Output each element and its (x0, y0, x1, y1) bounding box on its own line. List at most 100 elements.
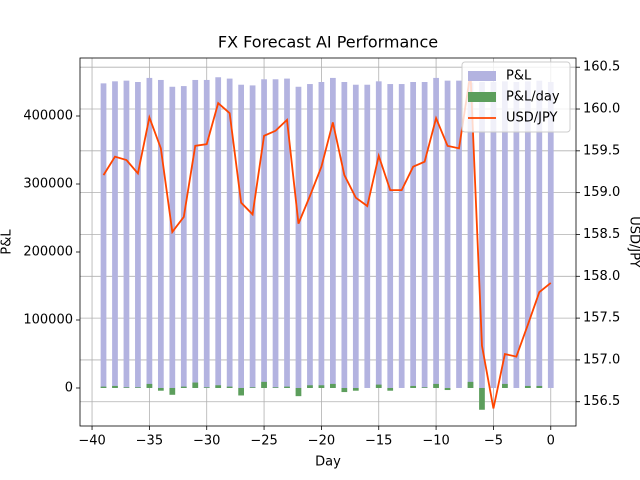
y2-tick-label: 159.0 (583, 185, 620, 200)
bar (352, 84, 359, 388)
bar (215, 385, 222, 388)
y2-tick-label: 158.5 (583, 227, 620, 242)
bar (249, 387, 256, 388)
bar (180, 386, 187, 388)
bar (433, 77, 439, 388)
plot-frame (79, 57, 577, 427)
bar (123, 80, 130, 388)
bar (341, 387, 348, 393)
bar (307, 84, 313, 388)
bar (123, 387, 130, 388)
bar (180, 86, 187, 388)
y-axis-label: P&L (0, 229, 15, 255)
bar (215, 77, 222, 388)
bar (157, 79, 164, 388)
bar (444, 80, 451, 388)
bar (261, 79, 267, 388)
bar (467, 82, 474, 388)
bar (375, 384, 382, 388)
y-tick-label: 0 (65, 380, 73, 395)
bar (307, 385, 313, 388)
bar (284, 78, 290, 388)
bar (169, 86, 176, 388)
x-tick-label: 0 (547, 434, 555, 449)
legend-label: USD/JPY (506, 111, 558, 126)
bar (398, 84, 405, 388)
bar (203, 79, 210, 388)
y-tick-label: 300000 (23, 176, 73, 191)
y2-tick-label: 160.5 (583, 60, 620, 75)
bar (226, 386, 233, 388)
bar (135, 82, 141, 388)
y2-tick-label: 157.0 (583, 352, 620, 367)
bar (375, 81, 382, 388)
bar (238, 84, 244, 388)
bar (192, 79, 199, 388)
bar (513, 82, 520, 388)
bar (112, 385, 118, 388)
bar (157, 387, 164, 391)
bar (479, 387, 485, 410)
chart-title: FX Forecast AI Performance (218, 33, 438, 52)
x-tick-label: −15 (365, 434, 392, 449)
y-tick-label: 400000 (23, 109, 73, 124)
bar (524, 81, 531, 388)
y-tick-label: 200000 (23, 244, 73, 259)
bar (146, 383, 153, 388)
bar (444, 387, 451, 391)
x-tick-label: −5 (484, 434, 503, 449)
bar (502, 383, 508, 388)
y-tick-label: 100000 (23, 312, 73, 327)
bar (341, 82, 348, 388)
bar (410, 82, 417, 388)
bar (112, 81, 118, 388)
y2-tick-label: 159.5 (583, 143, 620, 158)
bar (387, 84, 394, 388)
x-tick-label: −20 (308, 434, 335, 449)
x-tick-label: −30 (193, 434, 220, 449)
bar (490, 82, 497, 388)
y2-tick-label: 160.0 (583, 102, 620, 117)
y2-tick-label: 157.5 (583, 311, 620, 326)
bar (272, 387, 279, 388)
bar (536, 385, 543, 388)
bar (146, 77, 153, 388)
bar (467, 381, 474, 388)
bar (433, 383, 439, 388)
bar (318, 385, 325, 388)
y2-tick-label: 156.5 (583, 394, 620, 409)
bar (192, 382, 199, 388)
bar (318, 82, 325, 388)
bar (387, 387, 394, 391)
bar (456, 80, 462, 388)
bar (536, 80, 543, 388)
bar (226, 78, 233, 388)
bar (364, 84, 371, 388)
legend-label: P&L (506, 69, 532, 84)
bar (479, 82, 485, 388)
bar (169, 387, 176, 395)
bar (524, 385, 531, 388)
bar (284, 386, 290, 388)
y2-tick-label: 158.0 (583, 269, 620, 284)
bar (261, 381, 267, 388)
bar (330, 383, 336, 388)
legend-swatch (468, 71, 496, 81)
bar (421, 82, 428, 388)
bar (249, 85, 256, 388)
x-axis-label: Day (315, 455, 341, 470)
bar (100, 386, 107, 388)
bar (100, 83, 107, 388)
bar (203, 387, 210, 388)
bar (410, 385, 417, 388)
bar (330, 77, 336, 388)
x-tick-label: −10 (422, 434, 449, 449)
bar (547, 82, 554, 388)
bar (135, 387, 141, 388)
bar (295, 387, 302, 397)
line (102, 72, 552, 409)
legend-label: P&L/day (506, 90, 560, 105)
legend-swatch (468, 92, 496, 102)
bar (238, 387, 244, 396)
